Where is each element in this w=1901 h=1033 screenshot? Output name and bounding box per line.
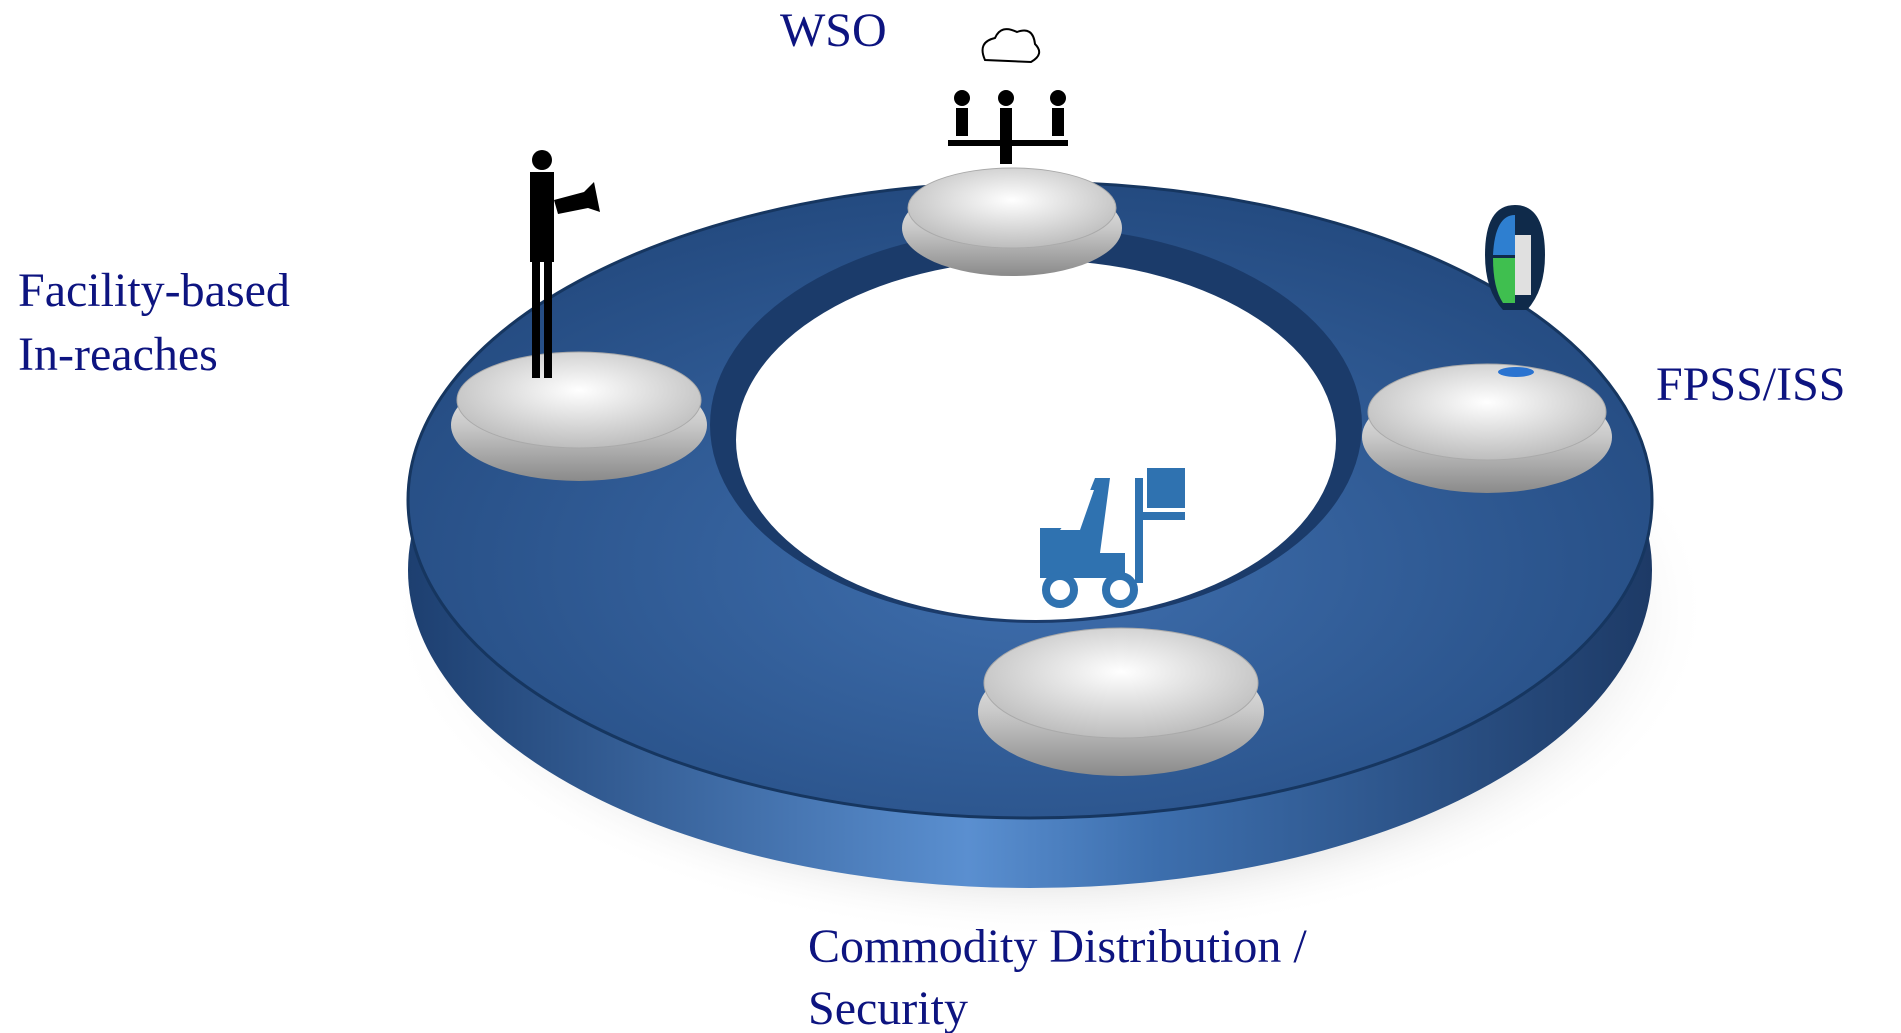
pedestal-wso xyxy=(902,28,1122,276)
pedestal-fpss xyxy=(1362,205,1612,493)
labels: WSO Facility-based In-reaches FPSS/ISS C… xyxy=(18,4,1846,1033)
label-facility: In-reaches xyxy=(18,328,218,381)
pedestal-facility xyxy=(451,150,707,481)
label-commodity: Commodity Distribution / xyxy=(808,920,1307,973)
meeting-icon xyxy=(948,28,1068,164)
speaker-icon xyxy=(530,150,600,378)
bulb-icon xyxy=(1485,205,1545,377)
pedestal-commodity xyxy=(978,468,1264,776)
forklift-icon xyxy=(1040,468,1185,608)
ring-hole xyxy=(736,260,1336,620)
label-wso: WSO xyxy=(780,4,887,57)
label-commodity: Security xyxy=(808,982,968,1033)
label-fpss: FPSS/ISS xyxy=(1656,358,1846,411)
label-facility: Facility-based xyxy=(18,264,290,317)
